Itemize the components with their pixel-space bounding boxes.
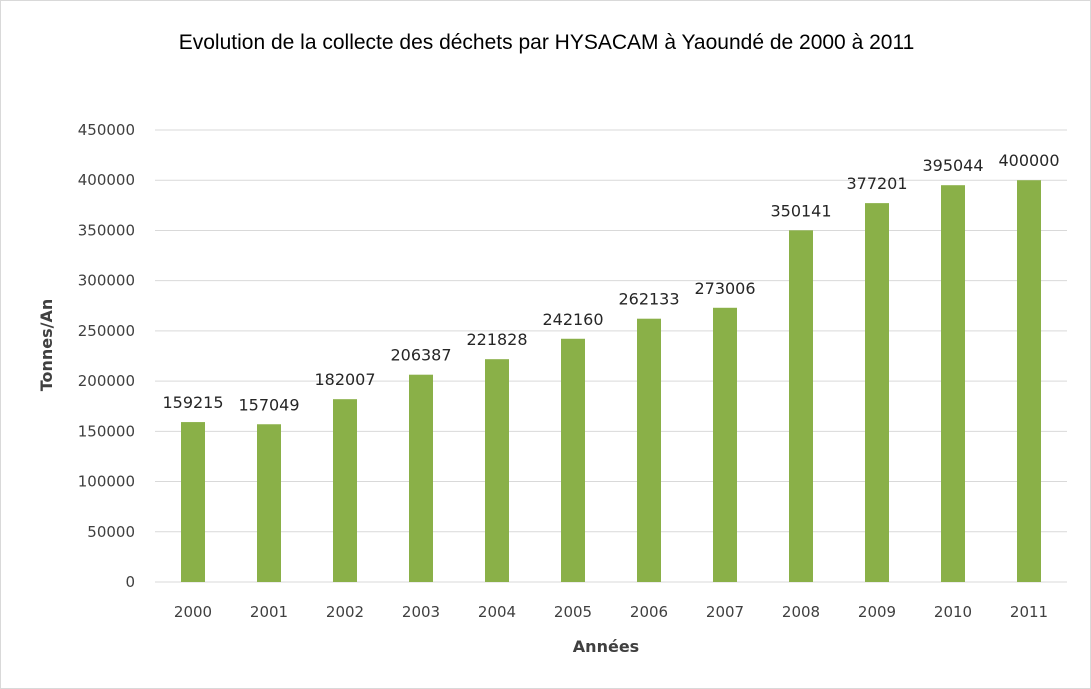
y-tick-label: 100000 <box>78 473 135 491</box>
data-label: 273006 <box>694 279 755 298</box>
x-tick-label: 2002 <box>326 603 364 621</box>
bar <box>713 307 737 582</box>
data-label: 182007 <box>314 370 375 389</box>
data-label: 221828 <box>466 330 527 349</box>
y-tick-label: 50000 <box>87 523 135 541</box>
bar <box>941 185 965 582</box>
x-tick-label: 2004 <box>478 603 516 621</box>
x-tick-label: 2008 <box>782 603 820 621</box>
x-axis-ticks: 2000 2001 2002 2003 2004 2005 2006 2007 2008 2009… <box>174 603 1048 621</box>
data-label: 400000 <box>998 151 1059 170</box>
bar <box>409 374 433 582</box>
bar <box>865 203 889 582</box>
x-tick-label: 2003 <box>402 603 440 621</box>
data-label: 206387 <box>390 346 451 365</box>
y-axis-title: Tonnes/An <box>37 299 56 392</box>
x-tick-label: 2009 <box>858 603 896 621</box>
gridlines <box>155 129 1067 583</box>
bar <box>485 359 509 582</box>
y-tick-label: 150000 <box>78 422 135 440</box>
bar <box>333 399 357 582</box>
bar <box>561 338 585 582</box>
y-tick-label: 0 <box>125 573 135 591</box>
y-axis-ticks: 0 50000 100000 150000 200000 250000 300000 3500… <box>78 121 135 591</box>
data-label: 159215 <box>162 393 223 412</box>
data-label: 262133 <box>618 290 679 309</box>
x-tick-label: 2000 <box>174 603 212 621</box>
bar <box>1017 180 1041 582</box>
x-tick-label: 2007 <box>706 603 744 621</box>
data-label: 377201 <box>846 174 907 193</box>
y-tick-label: 450000 <box>78 121 135 139</box>
data-label: 350141 <box>770 201 831 220</box>
y-tick-label: 300000 <box>78 272 135 290</box>
x-axis-title: Années <box>573 637 639 656</box>
chart-title: Evolution de la collecte des déchets par… <box>178 31 915 54</box>
bar <box>789 230 813 583</box>
x-tick-label: 2011 <box>1010 603 1048 621</box>
y-tick-label: 250000 <box>78 322 135 340</box>
data-label: 395044 <box>922 156 983 175</box>
data-label: 157049 <box>238 395 299 414</box>
bars <box>181 180 1041 583</box>
x-tick-label: 2006 <box>630 603 668 621</box>
x-tick-label: 2010 <box>934 603 972 621</box>
data-label: 242160 <box>542 310 603 329</box>
data-labels: 159215 157049 182007 206387 221828 242160 2621… <box>162 151 1059 414</box>
y-tick-label: 200000 <box>78 372 135 390</box>
y-tick-label: 350000 <box>78 221 135 239</box>
bar <box>257 424 281 582</box>
bar <box>181 422 205 582</box>
x-tick-label: 2005 <box>554 603 592 621</box>
y-tick-label: 400000 <box>78 171 135 189</box>
x-tick-label: 2001 <box>250 603 288 621</box>
bar <box>637 318 661 582</box>
